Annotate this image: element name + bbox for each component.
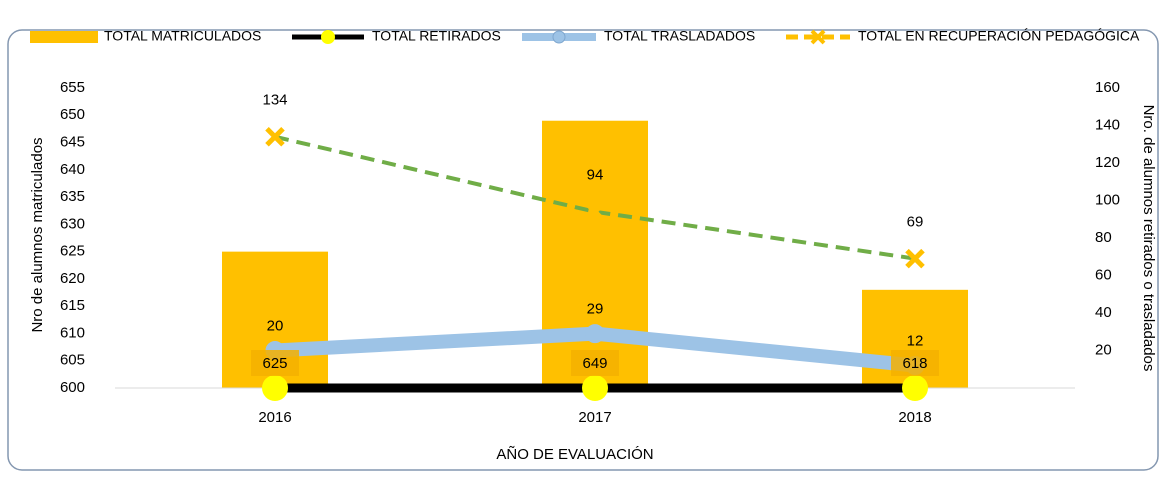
marker (265, 126, 285, 147)
y2-axis-title: Nro. de alumnos retirados o trasladados (1140, 105, 1157, 372)
legend-label: TOTAL MATRICULADOS (104, 28, 261, 44)
data-label: 618 (902, 355, 927, 372)
y-tick-label: 620 (60, 270, 85, 287)
data-label-box (571, 350, 619, 376)
marker (585, 201, 605, 222)
marker (902, 375, 928, 401)
data-label: 94 (587, 167, 604, 184)
marker (905, 248, 925, 269)
data-label: 69 (907, 214, 924, 231)
y-tick-label: 605 (60, 352, 85, 369)
y-tick-label: 625 (60, 243, 85, 260)
y2-tick-label: 80 (1095, 229, 1112, 246)
data-label: 649 (582, 355, 607, 372)
data-label: 134 (262, 92, 287, 109)
y-tick-label: 630 (60, 215, 85, 232)
legend-label: TOTAL RETIRADOS (372, 28, 501, 44)
y2-tick-label: 120 (1095, 154, 1120, 171)
y2-tick-label: 160 (1095, 79, 1120, 96)
legend-marker (321, 30, 335, 44)
y-tick-label: 600 (60, 379, 85, 396)
y-axis-title: Nro de alumnos matriculados (29, 137, 46, 332)
y-tick-label: 635 (60, 188, 85, 205)
x-axis-title: AÑO DE EVALUACIÓN (496, 446, 653, 463)
marker (582, 375, 608, 401)
y2-tick-label: 20 (1095, 341, 1112, 358)
x-tick-label: 2018 (898, 409, 931, 426)
data-label: 625 (262, 355, 287, 372)
y-tick-label: 610 (60, 324, 85, 341)
data-label-box (891, 350, 939, 376)
marker (585, 324, 605, 344)
data-label: 20 (267, 317, 284, 334)
legend-label: TOTAL EN RECUPERACIÓN PEDAGÓGICA (858, 28, 1140, 44)
y2-tick-label: 60 (1095, 266, 1112, 283)
y-tick-label: 655 (60, 79, 85, 96)
legend-marker (810, 29, 826, 45)
legend-label: TOTAL TRASLADADOS (604, 28, 755, 44)
y-tick-label: 640 (60, 161, 85, 178)
y-tick-label: 645 (60, 134, 85, 151)
data-label: 12 (907, 332, 924, 349)
y2-tick-label: 40 (1095, 304, 1112, 321)
y-tick-label: 650 (60, 106, 85, 123)
marker (262, 375, 288, 401)
bar (542, 120, 648, 389)
y-tick-label: 615 (60, 297, 85, 314)
x-tick-label: 2017 (578, 409, 611, 426)
data-label-box (251, 350, 299, 376)
data-label: 29 (587, 301, 604, 318)
y2-tick-label: 140 (1095, 116, 1120, 133)
y2-tick-label: 100 (1095, 191, 1120, 208)
legend-marker (552, 30, 566, 44)
legend-swatch (30, 31, 98, 43)
x-tick-label: 2016 (258, 409, 291, 426)
